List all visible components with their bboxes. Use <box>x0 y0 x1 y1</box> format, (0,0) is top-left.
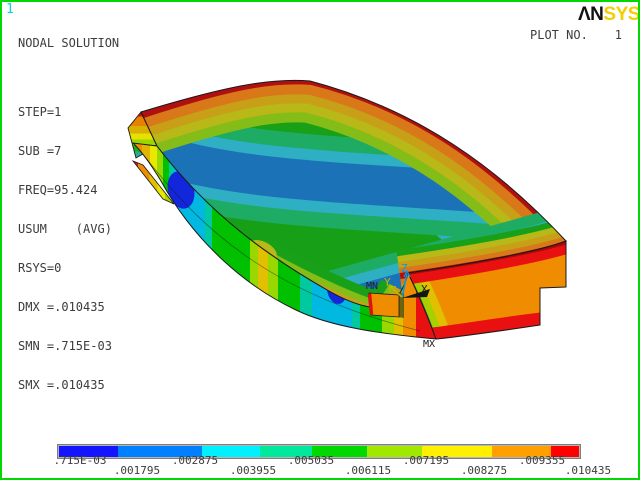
legend-value: .715E-03 <box>53 454 107 467</box>
x-axis-label: X <box>421 283 428 296</box>
annotation-lines: STEP=1 SUB =7 FREQ=95.424 USUM (AVG) RSY… <box>18 80 119 418</box>
legend-segment <box>59 446 118 457</box>
contour-legend <box>57 444 581 459</box>
z-axis-arrow <box>403 269 411 278</box>
legend-value: .010435 <box>564 464 612 477</box>
ansys-logo: ΛNSYS <box>578 4 640 25</box>
plot-number-label: PLOT NO. <box>530 28 588 42</box>
legend-segment <box>367 446 422 457</box>
legend-value: .001795 <box>113 464 161 477</box>
ansys-logo-accent: SYS <box>603 4 640 25</box>
annotation-title: NODAL SOLUTION <box>18 36 120 50</box>
legend-value: .008275 <box>460 464 508 477</box>
legend-segment <box>422 446 492 457</box>
legend-value: .005035 <box>287 454 335 467</box>
result-annotation: NODAL SOLUTION STEP=1 SUB =7 FREQ=95.424… <box>18 11 119 444</box>
annotation-line: USUM (AVG) <box>18 222 112 236</box>
annotation-line: SMX =.010435 <box>18 378 105 392</box>
legend-value: .003955 <box>229 464 277 477</box>
annotation-line: FREQ=95.424 <box>18 183 98 197</box>
annotation-line: RSYS=0 <box>18 261 62 275</box>
annotation-line: SMN =.715E-03 <box>18 339 112 353</box>
min-node-marker: MN <box>366 281 378 292</box>
plot-number-value: 1 <box>614 28 622 42</box>
legend-segment <box>202 446 260 457</box>
y-axis <box>390 286 403 298</box>
annotation-line: SUB =7 <box>18 144 62 158</box>
y-axis-label: Y <box>384 276 391 289</box>
groove-and-tongue <box>367 292 404 318</box>
ansys-logo-dark: ΛN <box>578 4 604 25</box>
max-node-marker: MX <box>423 339 435 350</box>
y-axis-arrow <box>389 285 397 292</box>
legend-segment <box>118 446 202 457</box>
legend-segment <box>492 446 551 457</box>
legend-value: .002875 <box>171 454 219 467</box>
z-axis <box>401 273 408 298</box>
legend-bar <box>59 446 579 457</box>
legend-value: .006115 <box>344 464 392 477</box>
annotation-line: DMX =.010435 <box>18 300 105 314</box>
z-axis-label: Z <box>401 262 408 275</box>
frame-number: 1 <box>6 2 14 17</box>
plot-number: PLOT NO. 1 <box>530 28 622 42</box>
annotation-line: STEP=1 <box>18 105 62 119</box>
legend-segment <box>312 446 367 457</box>
legend-value: .009355 <box>518 454 566 467</box>
legend-segment <box>551 446 579 457</box>
coordinate-triad: Z Y X MN MX <box>366 262 435 350</box>
left-flange-face <box>131 160 175 205</box>
x-axis-arrow <box>402 289 430 298</box>
legend-segment <box>260 446 312 457</box>
legend-value: .007195 <box>402 454 450 467</box>
